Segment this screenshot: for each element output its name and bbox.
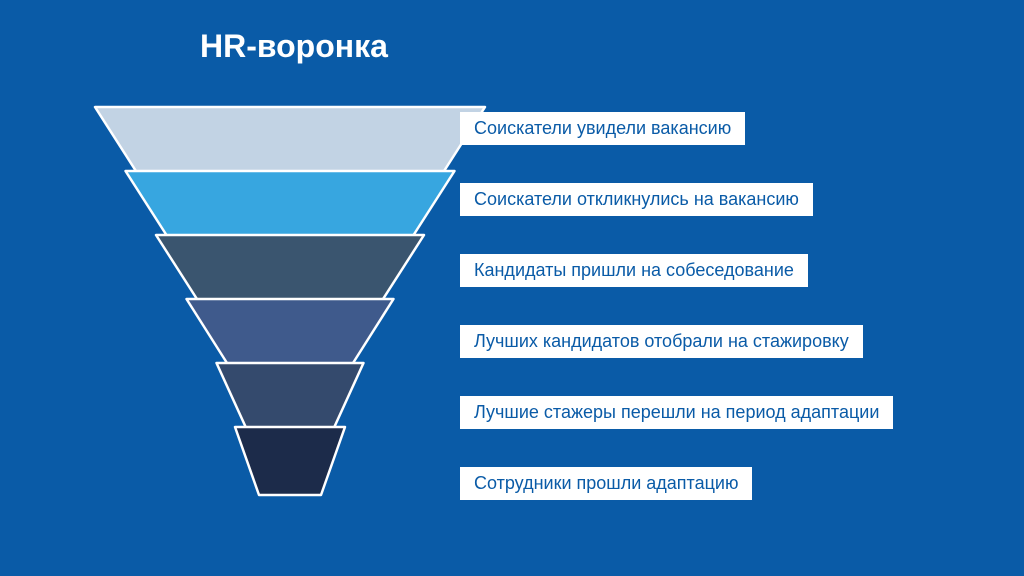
funnel-stage-0 (95, 107, 485, 175)
funnel-label-2: Кандидаты пришли на собеседование (460, 254, 808, 287)
funnel-label-5: Сотрудники прошли адаптацию (460, 467, 752, 500)
funnel-stage-1 (126, 171, 455, 239)
funnel-label-0: Соискатели увидели вакансию (460, 112, 745, 145)
page-title: HR-воронка (200, 28, 388, 65)
funnel-labels: Соискатели увидели вакансию Соискатели от… (460, 112, 893, 500)
funnel-stage-2 (156, 235, 424, 303)
funnel-label-1: Соискатели откликнулись на вакансию (460, 183, 813, 216)
funnel-label-3: Лучших кандидатов отобрали на стажировку (460, 325, 863, 358)
funnel-diagram (90, 105, 490, 499)
slide: HR-воронка Соискатели увидели вакансиюСо… (0, 0, 1024, 576)
funnel-label-4: Лучшие стажеры перешли на период адаптац… (460, 396, 893, 429)
funnel-stage-5 (235, 427, 345, 495)
funnel-stage-4 (217, 363, 364, 431)
funnel-stage-3 (187, 299, 394, 367)
